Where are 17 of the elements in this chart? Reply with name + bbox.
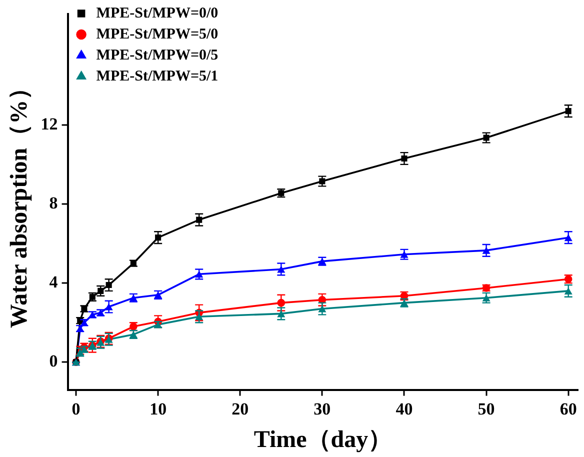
legend-label: MPE-St/MPW=5/1 <box>96 68 218 84</box>
legend-label: MPE-St/MPW=0/0 <box>96 5 218 22</box>
x-tick-label: 50 <box>478 399 495 418</box>
x-tick-label: 10 <box>150 399 167 418</box>
x-tick-label: 40 <box>396 399 413 418</box>
y-tick-label: 8 <box>49 193 58 212</box>
y-axis-title: Water absorption（%） <box>6 76 33 328</box>
x-tick-label: 60 <box>560 399 577 418</box>
x-tick-label: 20 <box>232 399 249 418</box>
y-tick-label: 12 <box>40 114 58 134</box>
x-axis-title: Time（day） <box>254 426 392 453</box>
x-tick-label: 30 <box>314 399 331 418</box>
y-tick-label: 4 <box>49 272 58 292</box>
x-tick-label: 0 <box>72 399 80 418</box>
y-tick-label: 0 <box>49 352 58 371</box>
legend-label: MPE-St/MPW=5/0 <box>96 26 218 42</box>
legend-label: MPE-St/MPW=0/5 <box>96 47 218 64</box>
